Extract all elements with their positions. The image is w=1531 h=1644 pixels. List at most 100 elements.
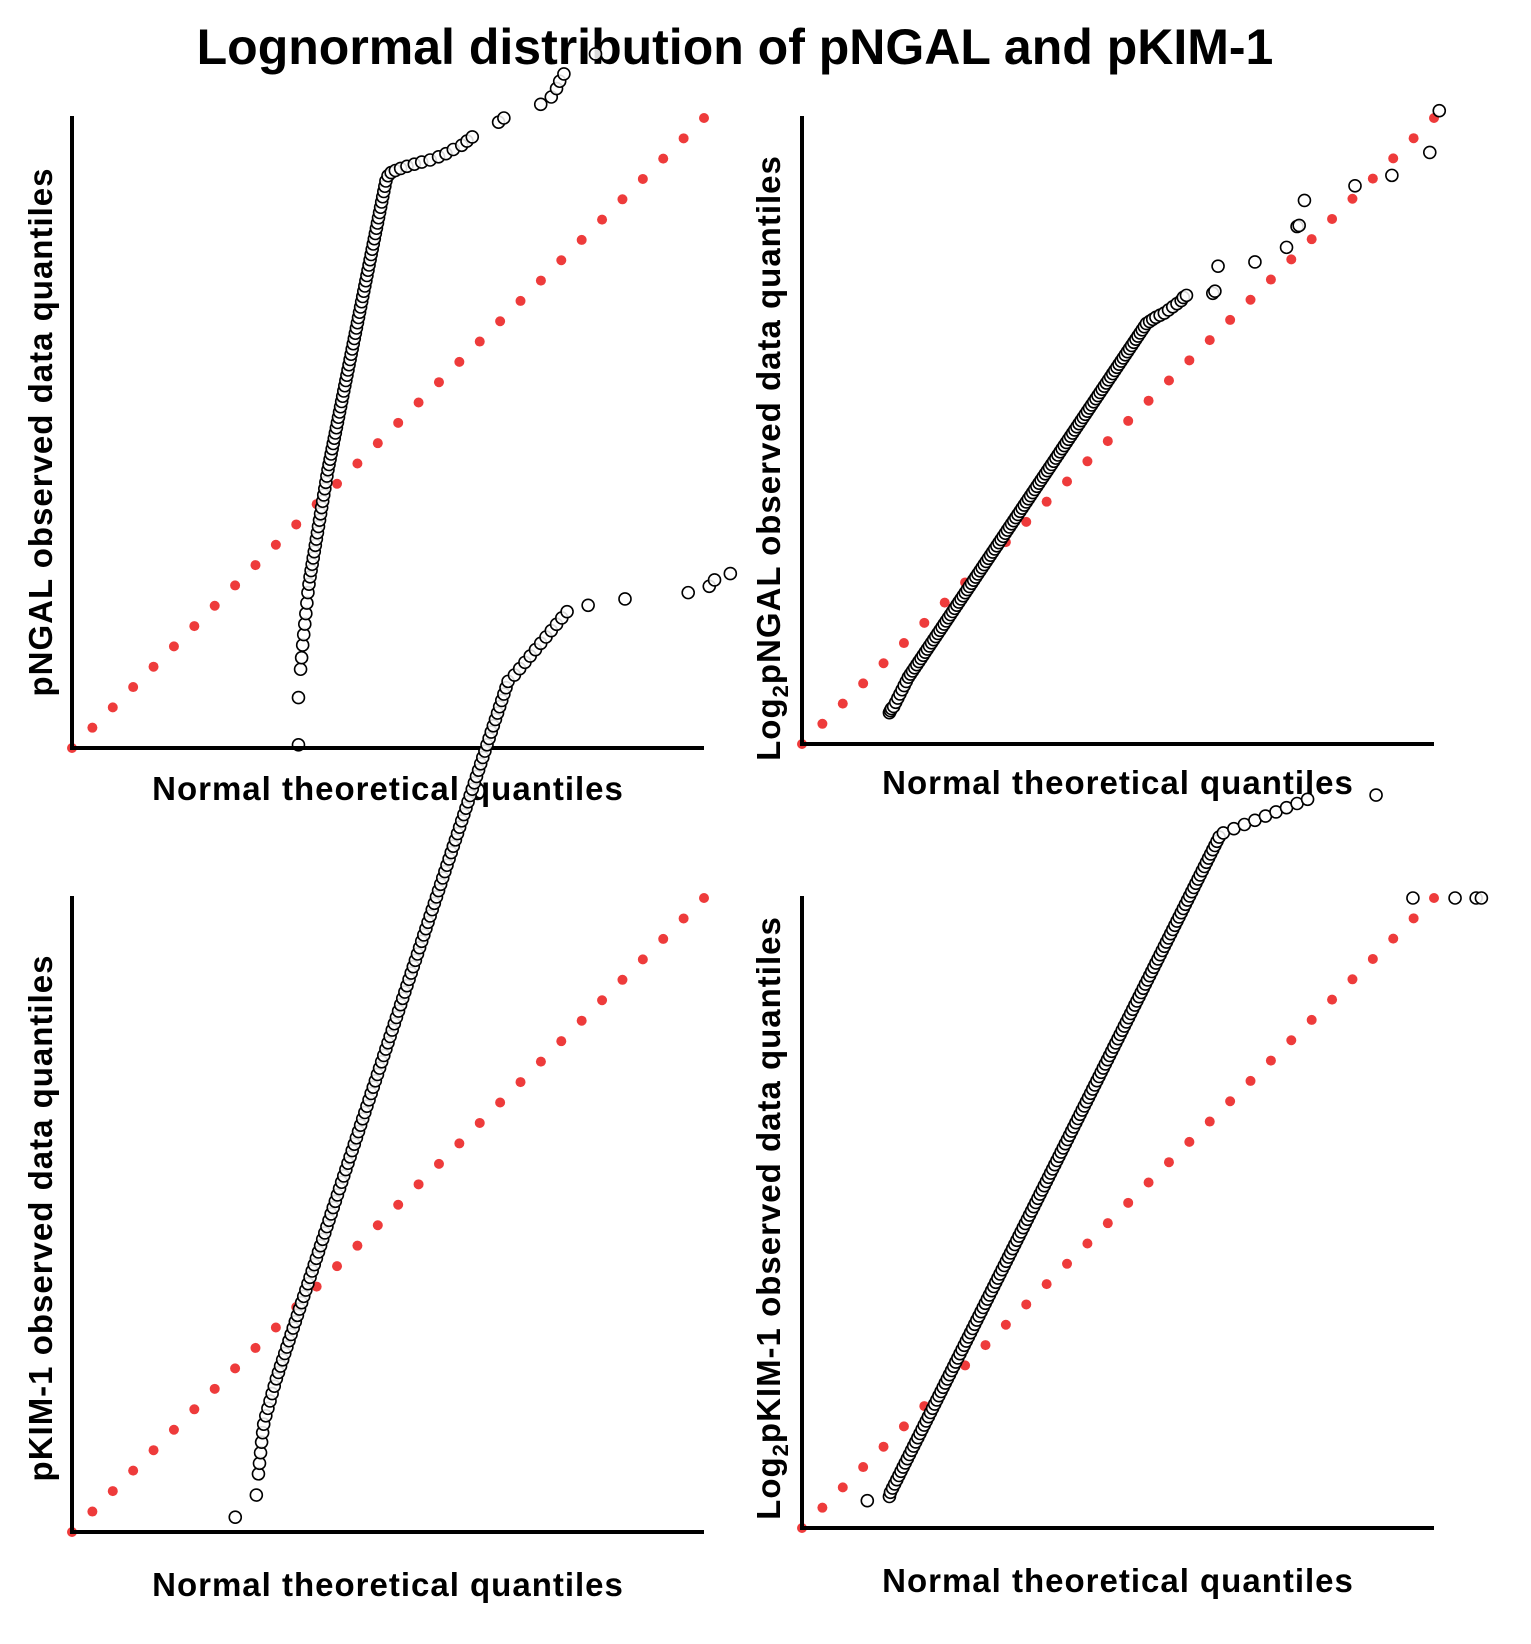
reference-point — [678, 133, 689, 144]
reference-point — [1082, 1238, 1093, 1249]
reference-point — [1367, 173, 1378, 184]
reference-point — [1062, 1258, 1073, 1269]
reference-point — [515, 1077, 526, 1088]
reference-point — [250, 1342, 261, 1353]
observed-point — [723, 566, 738, 581]
observed-point — [1300, 792, 1315, 807]
reference-point — [128, 1465, 139, 1476]
reference-point — [980, 1340, 991, 1351]
observed-point — [860, 1493, 875, 1508]
reference-point — [1184, 355, 1195, 366]
observed-point — [1297, 193, 1312, 208]
x-axis-label: Normal theoretical quantiles — [152, 770, 624, 807]
reference-point — [148, 661, 159, 672]
reference-point — [1163, 1157, 1174, 1168]
observed-point — [293, 662, 308, 677]
reference-point — [87, 1506, 98, 1517]
reference-point — [495, 316, 506, 327]
reference-point — [352, 1240, 363, 1251]
chart-pkim1: Normal theoretical quantiles pKIM-1 obse… — [22, 566, 738, 1603]
observed-point — [560, 604, 574, 619]
observed-point — [1385, 168, 1399, 183]
observed-point — [1179, 288, 1194, 303]
reference-point — [898, 638, 909, 649]
reference-point — [576, 1015, 587, 1026]
reference-point — [1306, 1014, 1317, 1025]
reference-point — [837, 1482, 848, 1493]
reference-point — [1265, 274, 1276, 285]
reference-point — [393, 1199, 404, 1210]
observed-point — [465, 130, 480, 144]
reference-point — [617, 974, 628, 985]
reference-point — [413, 397, 424, 408]
reference-point — [433, 377, 444, 388]
observed-point — [533, 97, 548, 112]
y-axis-label-rest: pKIM-1 observed data quantiles — [750, 916, 787, 1443]
reference-point — [250, 560, 261, 571]
reference-point — [168, 641, 179, 652]
reference-point — [454, 356, 465, 367]
observed-point — [581, 598, 595, 613]
y-axis-label-rest: pNGAL observed data quantiles — [750, 155, 787, 684]
reference-point — [878, 658, 889, 669]
reference-point — [1021, 1299, 1032, 1310]
observed-point — [294, 650, 309, 665]
y-axis-label: pNGAL observed data quantiles — [22, 168, 59, 697]
observed-point — [1448, 891, 1462, 905]
reference-point — [658, 933, 669, 944]
reference-point — [817, 718, 828, 729]
observed-point — [249, 1488, 264, 1502]
observed-point — [291, 690, 306, 705]
reference-point — [107, 1486, 118, 1497]
reference-point — [1265, 1055, 1276, 1066]
reference-point — [1000, 1319, 1011, 1330]
reference-point — [837, 698, 848, 709]
observed-point — [707, 573, 722, 587]
reference-point — [189, 621, 200, 632]
y-axis-label-log: Log — [750, 1456, 787, 1519]
reference-point — [1408, 913, 1419, 924]
reference-point — [1347, 974, 1358, 985]
reference-point — [597, 214, 608, 225]
observed-point — [588, 47, 603, 61]
chart-log2pkim1: Normal theoretical quantiles Log2pKIM-1 … — [750, 788, 1489, 1599]
observed-point — [1211, 259, 1225, 273]
reference-point — [1429, 893, 1439, 903]
reference-point — [637, 173, 648, 184]
reference-point — [1143, 1177, 1154, 1188]
reference-point — [474, 1117, 485, 1128]
reference-point — [1184, 1136, 1195, 1147]
reference-point — [1225, 314, 1236, 325]
reference-point — [1163, 375, 1174, 386]
reference-point — [1347, 193, 1358, 204]
reference-point — [332, 478, 343, 489]
reference-point — [658, 153, 669, 164]
plot-area-pngal — [67, 47, 709, 753]
y-axis-label: pKIM-1 observed data quantiles — [22, 955, 59, 1482]
figure-title: Lognormal distribution of pNGAL and pKIM… — [196, 19, 1274, 75]
reference-point — [939, 597, 950, 608]
observed-point — [1474, 891, 1489, 905]
reference-point — [128, 682, 139, 693]
x-axis-label: Normal theoretical quantiles — [882, 1562, 1354, 1599]
reference-point — [817, 1502, 828, 1513]
reference-point — [699, 113, 709, 123]
reference-point — [87, 722, 98, 733]
reference-point — [230, 1363, 241, 1374]
reference-point — [352, 458, 363, 469]
observed-point — [1432, 103, 1447, 118]
reference-point — [1306, 234, 1317, 245]
reference-point — [372, 1220, 383, 1231]
reference-point — [699, 893, 709, 903]
reference-point — [413, 1179, 424, 1190]
reference-point — [919, 617, 930, 628]
reference-point — [1204, 335, 1215, 346]
observed-point — [1422, 145, 1437, 160]
reference-point — [898, 1421, 909, 1432]
observed-point — [1208, 284, 1222, 298]
reference-point — [1245, 294, 1256, 305]
reference-point — [878, 1441, 889, 1452]
reference-point — [1327, 213, 1338, 224]
reference-point — [1041, 496, 1052, 507]
reference-point — [433, 1158, 444, 1169]
